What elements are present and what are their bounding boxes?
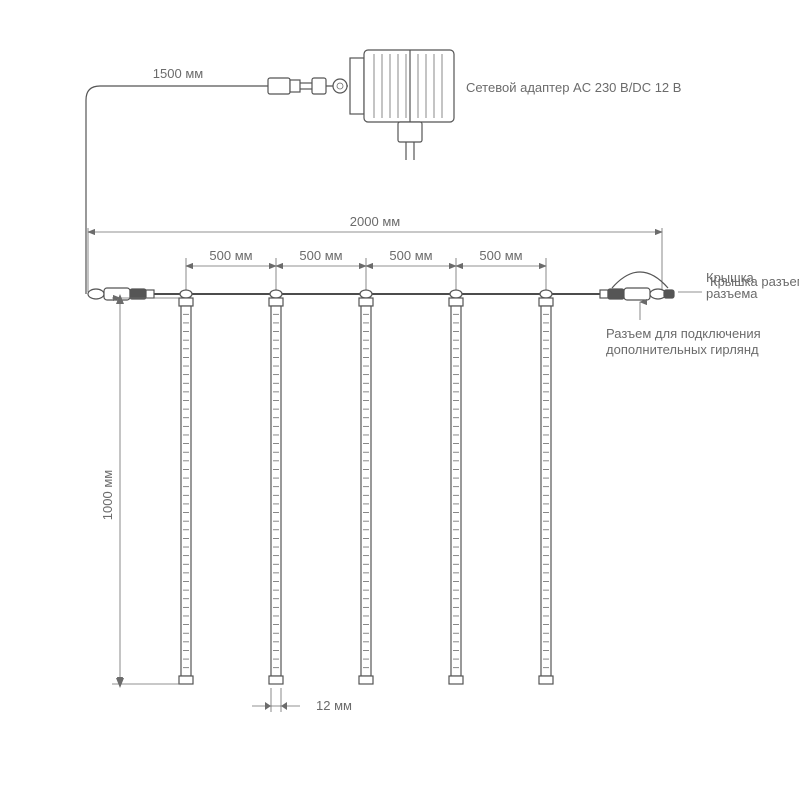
- dim-spacing-group: 500 мм 500 мм 500 мм 500 мм: [186, 248, 546, 292]
- cap-label: Крышка разъема: [678, 270, 758, 301]
- svg-text:1000 мм: 1000 мм: [100, 470, 115, 520]
- cable-plug: [268, 78, 348, 94]
- adapter-label: Сетевой адаптер AC 230 В/DC 12 В: [466, 80, 681, 95]
- svg-text:2000 мм: 2000 мм: [350, 214, 400, 229]
- svg-text:Крышка: Крышка: [706, 270, 755, 285]
- led-tubes: [179, 290, 553, 684]
- svg-text:Разъем для подключения: Разъем для подключения: [606, 326, 761, 341]
- extension-connector-label: Разъем для подключения дополнительных ги…: [606, 302, 761, 357]
- svg-text:12 мм: 12 мм: [316, 698, 352, 713]
- svg-text:500 мм: 500 мм: [209, 248, 252, 263]
- dim-tube-width: 12 мм: [252, 688, 352, 713]
- svg-text:дополнительных гирлянд: дополнительных гирлянд: [606, 342, 759, 357]
- svg-text:500 мм: 500 мм: [479, 248, 522, 263]
- right-connector: [600, 272, 674, 300]
- dim-total-width: 2000 мм: [88, 214, 662, 292]
- svg-text:500 мм: 500 мм: [299, 248, 342, 263]
- svg-text:500 мм: 500 мм: [389, 248, 432, 263]
- dim-cable-length: 1500 мм: [153, 66, 203, 81]
- power-adapter: [350, 50, 454, 160]
- svg-text:разъема: разъема: [706, 286, 758, 301]
- dim-tube-height: 1000 мм: [100, 294, 180, 688]
